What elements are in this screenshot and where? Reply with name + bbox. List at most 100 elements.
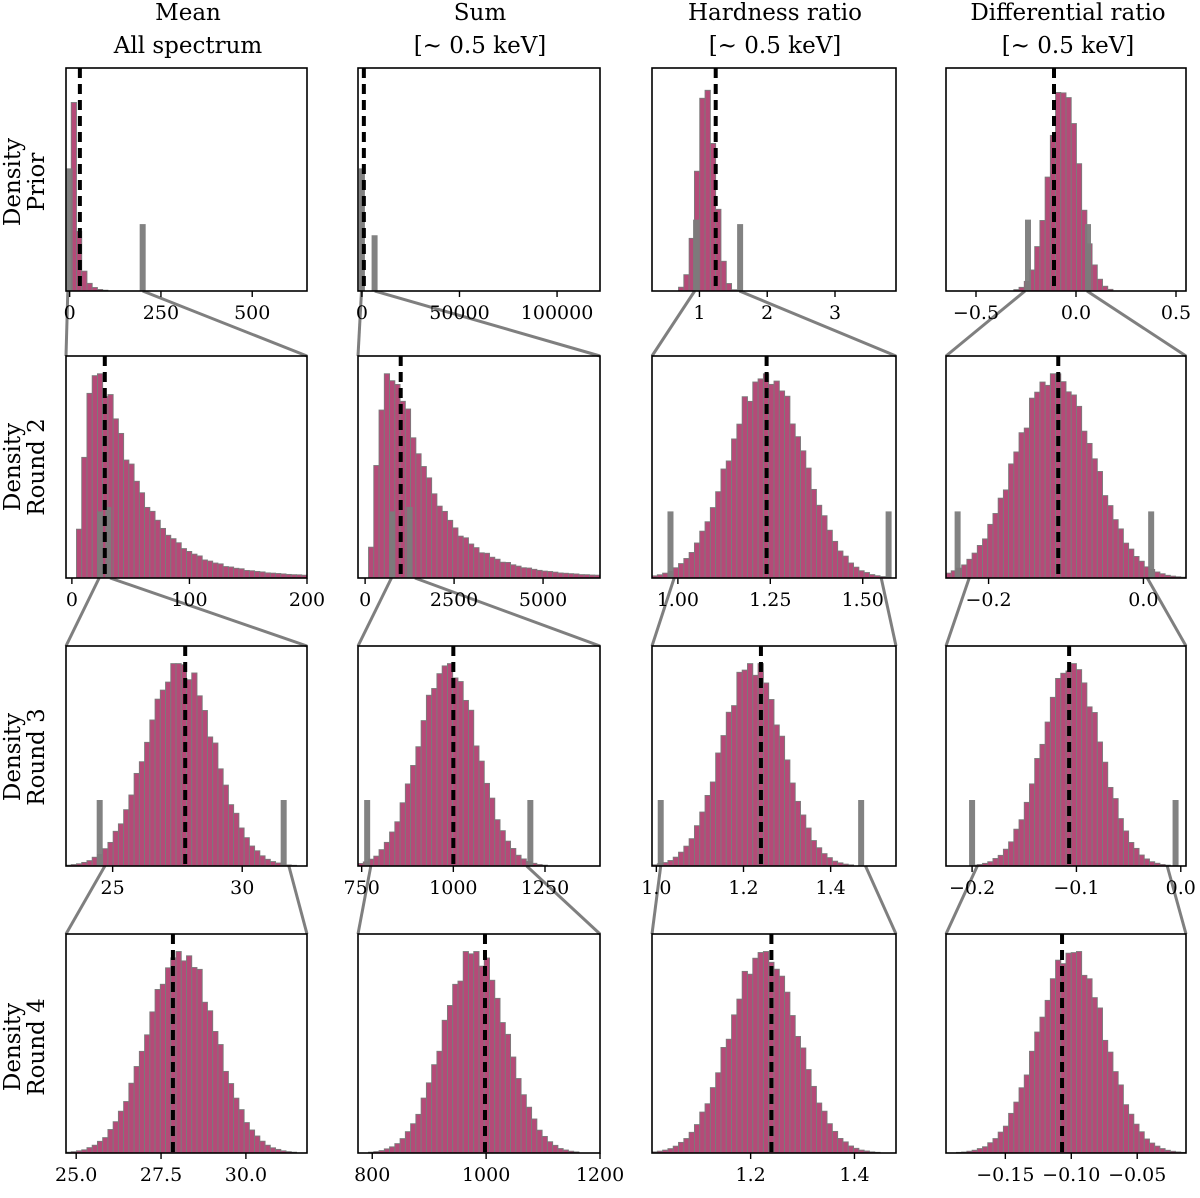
hist-bar-r2c3-37 xyxy=(1138,854,1145,867)
hist-bar-r2c3-13 xyxy=(1013,828,1020,867)
hist-bar-r2c3-26 xyxy=(1081,682,1088,867)
zoom-line-right-r1c1 xyxy=(414,576,601,648)
hist-bar-r2c1-19 xyxy=(457,681,464,867)
hist-bar-r1c3-15 xyxy=(1023,427,1030,579)
hist-bar-r1c2-10 xyxy=(704,521,711,579)
axes-frame-r2c0 xyxy=(65,645,308,867)
hist-bar-r3c0-32 xyxy=(233,1097,240,1154)
hist-bar-r3c1-35 xyxy=(541,1135,548,1154)
hist-bar-r1c3-33 xyxy=(1117,528,1124,579)
hist-bar-r1c3-14 xyxy=(1018,432,1025,579)
hist-bar-r3c2-11 xyxy=(709,1087,717,1154)
hist-bar-r1c3-30 xyxy=(1102,495,1109,579)
hist-bar-r3c1-25 xyxy=(489,979,496,1154)
col-title-3-line2: [~ 0.5 keV] xyxy=(1002,33,1135,59)
hist-bar-r3c1-21 xyxy=(468,953,475,1154)
hist-bar-r3c0-7 xyxy=(102,1137,109,1154)
hist-bar-r1c2-5 xyxy=(678,563,685,579)
col-title-1-line1: Sum xyxy=(454,0,507,26)
hist-bar-r3c1-29 xyxy=(510,1056,517,1154)
hist-bar-r0c3-25 xyxy=(1075,163,1083,292)
hist-bar-r3c3-20 xyxy=(1049,978,1057,1154)
hist-bar-r2c3-12 xyxy=(1008,841,1015,867)
hist-bar-r1c1-29 xyxy=(510,564,517,579)
hist-bar-r1c2-39 xyxy=(858,570,865,579)
zoom-line-left-r1c2 xyxy=(650,577,676,647)
hist-bar-r1c1-30 xyxy=(515,565,522,579)
hist-bar-r3c3-30 xyxy=(1102,1039,1109,1154)
hist-bar-r2c0-37 xyxy=(259,855,266,867)
hist-bar-r1c1-21 xyxy=(468,543,475,579)
hist-bar-r3c0-18 xyxy=(159,983,166,1154)
hist-bar-r1c1-13 xyxy=(425,477,433,579)
hist-bar-r1c2-7 xyxy=(688,552,695,579)
bound-bar-r1c0-0 xyxy=(97,511,104,578)
hist-bar-r1c1-3 xyxy=(373,465,380,579)
hist-bar-r1c1-37 xyxy=(552,571,559,579)
hist-bar-r1c3-22 xyxy=(1060,381,1067,579)
hist-bar-r3c3-40 xyxy=(1154,1145,1161,1154)
axes-frame-r2c3 xyxy=(945,645,1187,867)
x-tick-label-r0c0-2: 500 xyxy=(234,302,270,324)
axes-frame-r3c2 xyxy=(651,933,897,1154)
hist-bar-r3c0-36 xyxy=(254,1135,261,1154)
zoom-line-left-r0c0 xyxy=(64,290,70,357)
hist-bar-r1c2-24 xyxy=(778,390,786,579)
hist-bar-r3c0-11 xyxy=(123,1101,130,1154)
hist-bar-r1c3-11 xyxy=(1002,489,1010,579)
hist-bar-r0c3-28 xyxy=(1091,264,1098,292)
hist-bar-r2c1-29 xyxy=(510,848,517,867)
hist-bar-r0c0-3 xyxy=(81,270,88,292)
hist-bar-r1c2-23 xyxy=(773,380,780,579)
zoom-line-right-r0c1 xyxy=(374,289,601,358)
row-label-1-line2: Round 2 xyxy=(24,418,50,515)
hist-bar-r1c0-9 xyxy=(112,418,119,579)
hist-bar-r2c3-14 xyxy=(1018,819,1025,867)
hist-bar-r3c3-32 xyxy=(1112,1071,1119,1154)
x-tick-label-r1c1-2: 5000 xyxy=(519,589,567,611)
bound-bar-r2c3-1 xyxy=(1172,800,1179,866)
x-tick-label-r0c3-1: 0.0 xyxy=(1061,302,1091,324)
hist-bar-r1c3-12 xyxy=(1008,463,1015,579)
hist-bar-r3c2-23 xyxy=(773,968,780,1154)
hist-bar-r2c1-25 xyxy=(489,797,496,867)
hist-bar-r3c3-23 xyxy=(1065,952,1072,1154)
zoom-line-left-r2c0 xyxy=(64,865,107,935)
hist-bar-r3c3-22 xyxy=(1060,963,1067,1154)
bound-bar-r1c0-1 xyxy=(105,506,112,578)
zoom-line-right-r1c2 xyxy=(879,577,898,647)
hist-bar-r1c0-10 xyxy=(117,432,125,579)
hist-bar-r2c2-31 xyxy=(815,847,823,867)
row-label-3-line2: Round 4 xyxy=(24,998,50,1095)
hist-bar-r3c2-13 xyxy=(720,1047,727,1154)
hist-bar-r3c0-10 xyxy=(117,1110,125,1154)
hist-bar-r1c0-4 xyxy=(86,392,93,579)
hist-bar-r3c1-9 xyxy=(404,1131,412,1154)
hist-bar-r3c3-28 xyxy=(1091,997,1098,1154)
zoom-line-left-r0c3 xyxy=(945,289,1026,358)
hist-bar-r2c0-33 xyxy=(238,827,245,867)
hist-bar-r3c3-39 xyxy=(1149,1142,1156,1154)
bound-bar-r0c0-1 xyxy=(139,224,146,291)
hist-bar-r1c1-24 xyxy=(483,552,490,579)
hist-bar-r1c3-34 xyxy=(1122,542,1130,579)
hist-bar-r1c2-35 xyxy=(837,550,844,579)
hist-bar-r3c0-17 xyxy=(154,989,161,1154)
hist-bar-r2c0-31 xyxy=(227,804,235,867)
hist-bar-r1c2-22 xyxy=(768,383,775,579)
zoom-line-right-r1c3 xyxy=(1145,577,1188,647)
hist-bar-r3c2-31 xyxy=(815,1102,823,1154)
hist-bar-r3c2-18 xyxy=(747,973,754,1154)
hist-bar-r1c3-16 xyxy=(1029,397,1036,579)
x-tick-label-r3c3-0: −0.15 xyxy=(976,1164,1034,1186)
row-label-3-line1: Density xyxy=(0,1003,26,1091)
hist-bar-r3c1-6 xyxy=(389,1146,396,1154)
hist-bar-r3c1-11 xyxy=(415,1113,422,1154)
axes-frame-r3c0 xyxy=(65,933,308,1154)
bound-bar-r2c2-0 xyxy=(657,800,664,866)
hist-bar-r1c3-4 xyxy=(966,558,973,579)
hist-bar-r3c2-8 xyxy=(693,1124,701,1154)
hist-bar-r2c1-11 xyxy=(415,746,422,867)
hist-bar-r1c3-3 xyxy=(961,564,968,579)
hist-bar-r2c2-26 xyxy=(789,782,796,867)
